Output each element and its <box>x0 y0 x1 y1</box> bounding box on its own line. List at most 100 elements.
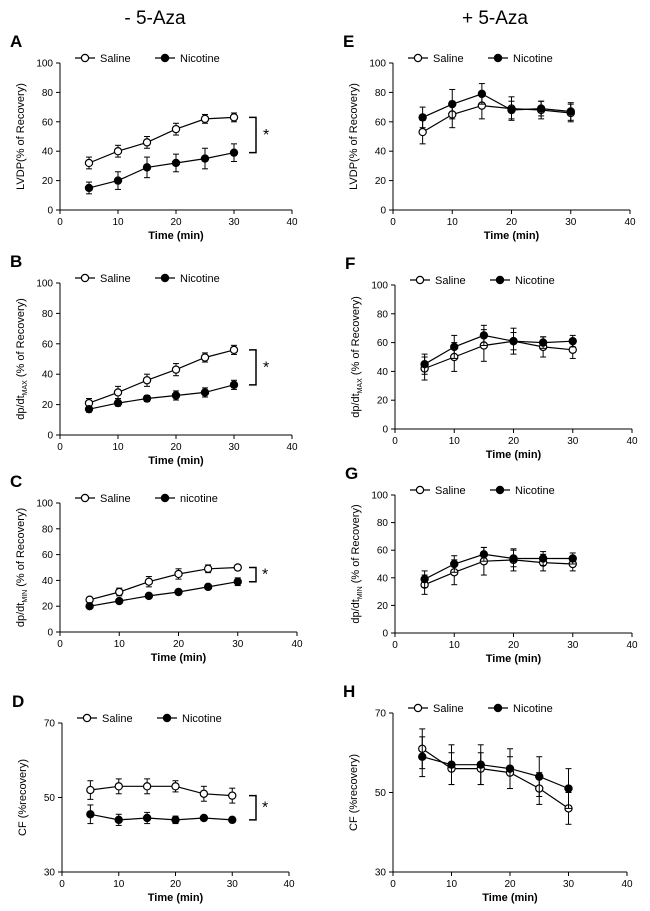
data-point <box>447 760 456 769</box>
data-point <box>538 338 548 347</box>
y-tick-label: 40 <box>375 147 387 158</box>
data-point <box>171 391 181 400</box>
x-tick-label: 40 <box>286 442 298 453</box>
y-axis-label: LVDP(% of Recovery) <box>15 83 27 190</box>
data-point <box>203 582 213 592</box>
column-title-right: + 5-Aza <box>462 8 528 29</box>
data-point <box>233 577 242 586</box>
y-tick-label: 80 <box>375 88 387 99</box>
y-tick-label: 60 <box>375 117 387 128</box>
data-point <box>86 785 95 795</box>
x-tick-label: 30 <box>228 217 240 228</box>
y-tick-label: 0 <box>47 628 53 639</box>
significance-marker: * <box>262 800 268 817</box>
data-point <box>142 813 152 823</box>
x-tick-label: 30 <box>567 436 579 447</box>
data-point <box>113 388 123 397</box>
series-line <box>422 104 571 133</box>
y-tick-label: 40 <box>377 367 389 378</box>
data-point <box>229 345 239 355</box>
y-tick-label: 0 <box>380 206 386 217</box>
data-point <box>200 154 210 163</box>
data-point <box>115 596 124 606</box>
y-tick-label: 20 <box>377 601 389 612</box>
legend-label: nicotine <box>180 493 218 505</box>
data-point <box>228 815 237 825</box>
y-tick-label: 20 <box>375 176 387 187</box>
y-axis-label: CF (%recovery) <box>17 759 29 836</box>
x-tick-label: 10 <box>446 879 458 890</box>
data-point <box>174 587 183 597</box>
x-tick-label: 40 <box>626 436 638 447</box>
data-point <box>450 559 459 569</box>
x-tick-label: 20 <box>170 442 182 453</box>
series-saline <box>84 112 239 170</box>
series-line <box>422 93 571 118</box>
y-tick-label: 70 <box>375 709 387 720</box>
data-point <box>142 394 152 403</box>
y-tick-label: 40 <box>377 573 389 584</box>
legend-marker <box>493 53 503 63</box>
data-point <box>538 554 548 563</box>
x-axis-label: Time (min) <box>148 230 204 242</box>
data-point <box>507 105 516 115</box>
x-tick-label: 20 <box>170 879 182 890</box>
significance-marker: * <box>263 127 269 144</box>
legend-label: Saline <box>102 713 133 725</box>
legend-label: Nicotine <box>513 703 553 715</box>
x-tick-label: 40 <box>286 217 298 228</box>
series-saline <box>85 563 242 604</box>
data-point <box>203 564 213 573</box>
data-point <box>535 772 544 781</box>
x-axis-label: Time (min) <box>486 449 542 461</box>
y-tick-label: 20 <box>42 400 54 411</box>
legend-label: Saline <box>435 485 466 497</box>
y-tick-label: 100 <box>36 59 53 70</box>
legend-marker <box>493 703 503 713</box>
legend-label: Saline <box>435 275 466 287</box>
data-point <box>142 782 152 791</box>
y-tick-label: 80 <box>377 309 389 320</box>
x-tick-label: 40 <box>283 879 295 890</box>
y-axis-label: dp/dtMIN (% of Recovery) <box>350 504 364 623</box>
legend-marker <box>160 493 170 503</box>
legend-marker <box>413 53 423 63</box>
data-point <box>509 554 518 563</box>
data-point <box>142 163 152 172</box>
series-line <box>422 756 569 790</box>
data-point <box>113 146 123 156</box>
series-nicotine <box>85 577 242 611</box>
y-tick-label: 80 <box>42 88 54 99</box>
y-tick-label: 20 <box>42 176 54 187</box>
column-title-left: - 5-Aza <box>124 8 186 29</box>
data-point <box>564 784 573 793</box>
series-line <box>424 559 573 586</box>
x-tick-label: 40 <box>626 640 638 651</box>
x-axis-label: Time (min) <box>484 230 540 242</box>
data-point <box>142 376 152 385</box>
x-tick-label: 0 <box>390 879 396 890</box>
data-point <box>114 815 123 825</box>
x-tick-label: 0 <box>390 217 396 228</box>
data-point <box>509 336 518 346</box>
y-tick-label: 60 <box>377 546 389 557</box>
data-point <box>174 569 183 579</box>
y-tick-label: 100 <box>371 491 388 502</box>
y-tick-label: 20 <box>42 602 54 613</box>
x-tick-label: 20 <box>170 217 182 228</box>
series-nicotine <box>420 324 577 375</box>
legend-marker <box>80 493 90 503</box>
series-line <box>89 581 238 607</box>
x-axis-label: Time (min) <box>148 455 204 467</box>
y-axis-label: dp/dtMIN (% of Recovery) <box>15 508 29 627</box>
data-point <box>568 336 577 346</box>
series-saline <box>418 728 573 825</box>
y-tick-label: 40 <box>42 147 54 158</box>
data-point <box>476 760 485 769</box>
data-point <box>142 138 152 147</box>
data-point <box>84 183 94 193</box>
data-point <box>479 550 489 559</box>
significance-bracket <box>249 566 257 583</box>
legend-label: Saline <box>433 53 464 65</box>
